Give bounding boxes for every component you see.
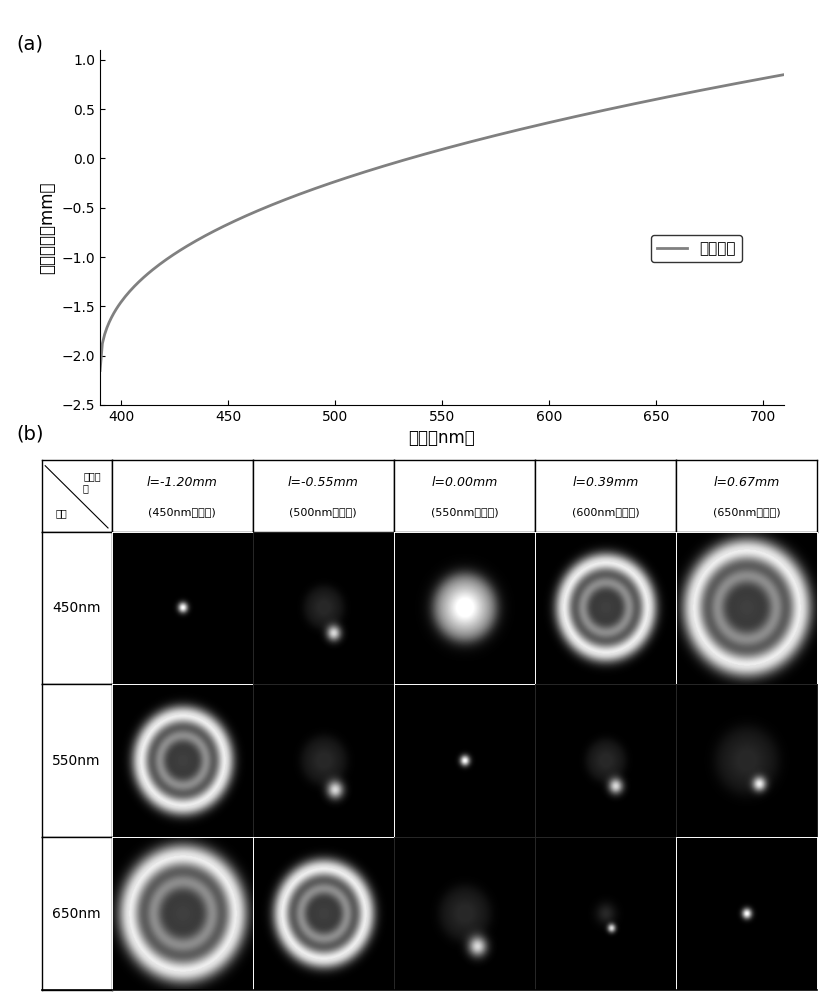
色差曲线	[779, 69, 789, 81]
X-axis label: 波长（nm）: 波长（nm）	[409, 429, 475, 447]
Text: (a): (a)	[17, 35, 43, 54]
Y-axis label: 相对像距（mm）: 相对像距（mm）	[38, 181, 56, 274]
Text: 450nm: 450nm	[53, 601, 101, 615]
色差曲线	[514, 124, 524, 136]
Text: (650nm聚焦处): (650nm聚焦处)	[713, 507, 781, 517]
Text: l=-0.55mm: l=-0.55mm	[288, 476, 359, 489]
Text: l=0.67mm: l=0.67mm	[714, 476, 780, 489]
色差曲线	[98, 337, 108, 349]
色差曲线	[500, 127, 510, 139]
色差曲线	[95, 364, 105, 376]
Text: l=-1.20mm: l=-1.20mm	[147, 476, 218, 489]
Text: (b): (b)	[17, 425, 44, 444]
色差曲线	[502, 127, 512, 139]
Text: 550nm: 550nm	[53, 754, 101, 768]
Text: (500nm聚焦处): (500nm聚焦处)	[289, 507, 357, 517]
Text: 波长: 波长	[55, 509, 67, 519]
Text: l=0.00mm: l=0.00mm	[431, 476, 498, 489]
Text: 相机位: 相机位	[83, 471, 101, 481]
Text: 650nm: 650nm	[53, 907, 101, 921]
Text: (550nm聚焦处): (550nm聚焦处)	[430, 507, 498, 517]
色差曲线	[715, 81, 725, 93]
Text: 置: 置	[82, 484, 88, 494]
色差曲线	[671, 89, 681, 101]
Line: 色差曲线: 色差曲线	[100, 75, 784, 370]
Legend: 色差曲线: 色差曲线	[651, 235, 742, 262]
Text: (450nm聚焦处): (450nm聚焦处)	[148, 507, 216, 517]
Text: l=0.39mm: l=0.39mm	[572, 476, 639, 489]
Text: (600nm聚焦处): (600nm聚焦处)	[572, 507, 640, 517]
